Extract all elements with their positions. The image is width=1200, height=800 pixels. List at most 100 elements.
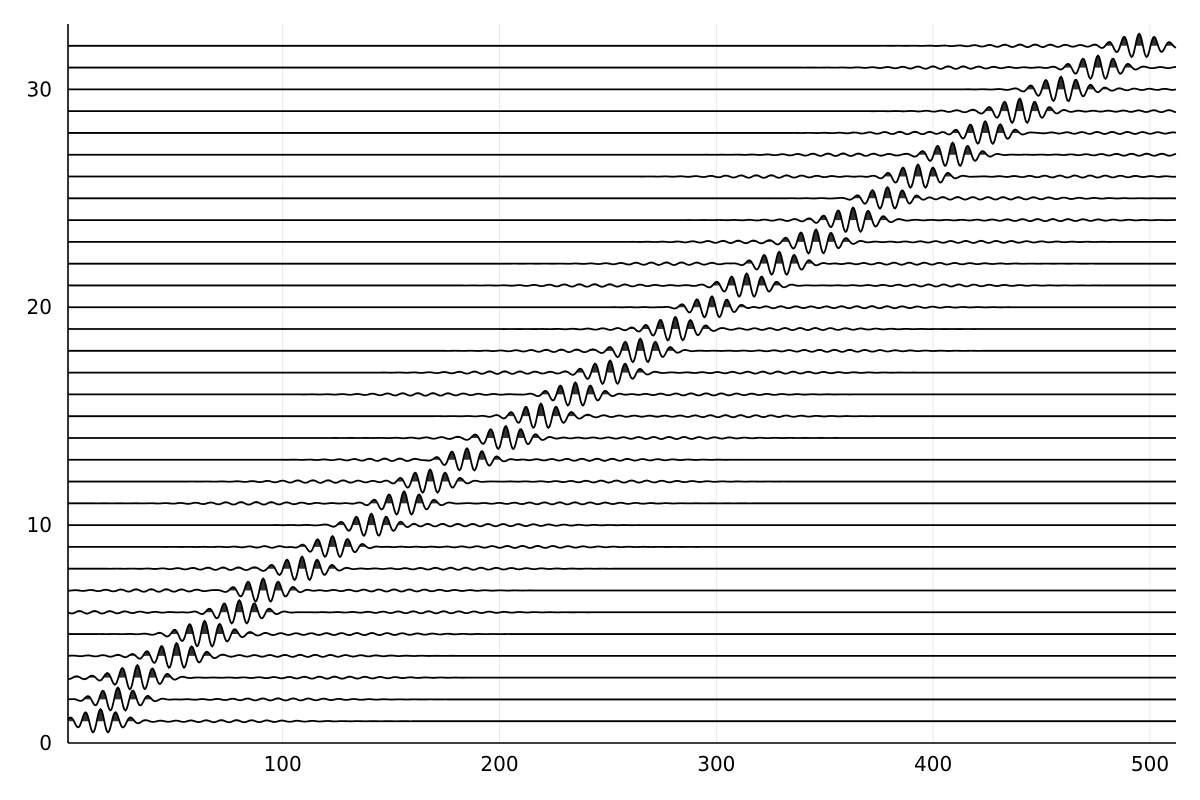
- trace-fill: [68, 316, 1176, 330]
- trace-line: [68, 228, 1176, 255]
- trace-fill: [69, 643, 1170, 656]
- trace-fill: [68, 536, 1176, 547]
- trace-30: [68, 75, 1177, 103]
- trace-line: [68, 141, 1177, 168]
- trace-fill: [68, 296, 1176, 308]
- axes-layer: [67, 24, 1176, 744]
- trace-line: [68, 32, 1177, 59]
- trace-fill: [70, 164, 1171, 177]
- trace-13: [68, 446, 1176, 472]
- trace-23: [68, 228, 1176, 255]
- trace-line: [68, 402, 1176, 430]
- trace-28: [68, 120, 1177, 145]
- trace-line: [68, 295, 1176, 319]
- trace-fill: [68, 600, 1176, 613]
- trace-line: [68, 75, 1177, 103]
- x-tick-label: 400: [914, 752, 952, 776]
- trace-29: [68, 97, 1177, 125]
- trace-10: [68, 512, 1176, 537]
- trace-line: [67, 663, 1176, 691]
- trace-line: [67, 598, 1176, 625]
- trace-7: [67, 577, 1176, 603]
- trace-line: [68, 446, 1176, 472]
- trace-1: [67, 707, 1176, 734]
- trace-fill: [68, 229, 1176, 242]
- x-tick-label: 100: [264, 752, 302, 776]
- trace-fill: [71, 251, 1172, 264]
- trace-fill: [74, 187, 1175, 199]
- trace-line: [68, 206, 1177, 234]
- y-tick-label: 0: [39, 731, 52, 755]
- trace-fill: [75, 33, 1174, 46]
- trace-fill: [68, 382, 1176, 395]
- trace-19: [68, 315, 1176, 342]
- y-tick-label: 30: [27, 77, 52, 101]
- trace-20: [68, 295, 1176, 319]
- trace-line: [68, 359, 1176, 386]
- trace-26: [68, 163, 1177, 189]
- trace-line: [67, 577, 1176, 603]
- trace-17: [68, 359, 1176, 386]
- trace-25: [68, 186, 1176, 210]
- trace-line: [68, 186, 1176, 210]
- trace-fill: [68, 556, 1176, 569]
- trace-line: [68, 120, 1177, 145]
- trace-22: [68, 250, 1176, 276]
- y-tick-label: 10: [27, 513, 52, 537]
- trace-line: [68, 54, 1177, 81]
- tick-labels: 100 200 300 400 500 0 10 20 30: [27, 77, 1170, 776]
- trace-line: [68, 534, 1176, 559]
- trace-fill: [69, 76, 1170, 90]
- trace-14: [68, 424, 1176, 451]
- trace-fill: [68, 469, 1176, 482]
- trace-5: [68, 619, 1176, 648]
- trace-18: [68, 337, 1176, 364]
- trace-fill: [68, 709, 1176, 722]
- trace-line: [68, 424, 1176, 451]
- trace-line: [68, 490, 1176, 516]
- trace-line: [67, 686, 1176, 712]
- trace-8: [68, 555, 1176, 582]
- trace-15: [68, 402, 1176, 430]
- trace-line: [68, 381, 1176, 407]
- trace-2: [67, 686, 1176, 712]
- x-tick-label: 200: [480, 752, 518, 776]
- trace-line: [67, 641, 1176, 669]
- trace-fill: [68, 687, 1176, 700]
- y-tick-label: 20: [27, 295, 52, 319]
- trace-fill: [71, 491, 1172, 504]
- traces-layer: [67, 32, 1177, 734]
- trace-line: [68, 619, 1176, 648]
- trace-16: [68, 381, 1176, 407]
- trace-line: [68, 163, 1177, 189]
- trace-line: [68, 97, 1177, 125]
- x-tick-label: 300: [697, 752, 735, 776]
- x-tick-label: 500: [1131, 752, 1169, 776]
- grid-layer: [282, 24, 1151, 743]
- trace-line: [67, 707, 1176, 734]
- trace-fill: [74, 513, 1175, 526]
- trace-line: [68, 315, 1176, 342]
- trace-line: [68, 555, 1176, 582]
- trace-4: [67, 641, 1176, 669]
- trace-fill: [68, 121, 1176, 133]
- trace-27: [68, 141, 1177, 168]
- trace-9: [68, 534, 1176, 559]
- trace-fill: [68, 142, 1176, 155]
- trace-fill: [68, 448, 1176, 460]
- trace-line: [68, 272, 1176, 298]
- trace-fill: [73, 665, 1174, 678]
- trace-fill: [69, 403, 1170, 417]
- trace-line: [68, 337, 1176, 364]
- trace-12: [68, 468, 1176, 494]
- trace-fill: [72, 578, 1173, 591]
- trace-32: [68, 32, 1177, 59]
- trace-24: [68, 206, 1177, 234]
- trace-line: [68, 512, 1176, 537]
- trace-line: [68, 468, 1176, 494]
- trace-11: [68, 490, 1176, 516]
- trace-line: [68, 250, 1176, 276]
- trace-6: [67, 598, 1176, 625]
